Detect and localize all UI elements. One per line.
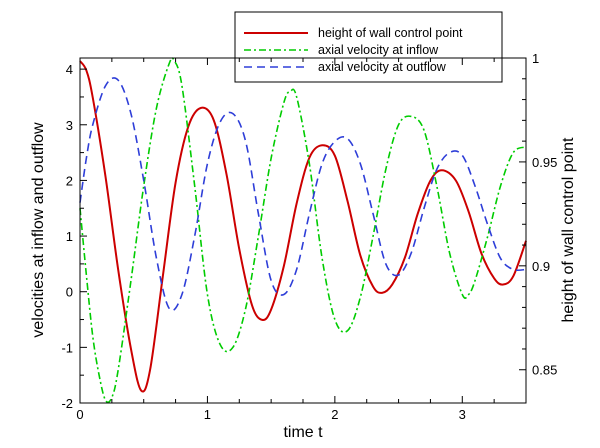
- x-tick-label: 3: [459, 407, 466, 422]
- x-axis-label: time t: [283, 424, 323, 441]
- y-left-tick-label: 0: [66, 285, 73, 300]
- y-axis-left: -2 -1 0 1 2 3 4: [61, 62, 87, 411]
- x-axis: 0 1 2 3: [76, 58, 527, 422]
- x-tick-label: 0: [76, 407, 83, 422]
- y-left-tick-label: 4: [66, 62, 73, 77]
- y-right-tick-label: 0.9: [532, 259, 550, 274]
- legend-label-height: height of wall control point: [318, 26, 463, 40]
- legend-box: [234, 11, 503, 83]
- y-axis-right-label: height of wall control point: [560, 137, 577, 323]
- y-left-tick-label: -2: [61, 396, 73, 411]
- series-axial-velocity-at-outflow: [79, 77, 527, 312]
- legend-label-outflow: axial velocity at outflow: [318, 60, 447, 74]
- plot-area: [79, 57, 527, 404]
- y-axis-right: 0.85 0.9 0.95 1: [519, 51, 557, 378]
- x-tick-label: 1: [204, 407, 211, 422]
- legend-label-inflow: axial velocity at inflow: [318, 43, 439, 57]
- y-left-tick-label: 3: [66, 118, 73, 133]
- y-left-tick-label: 1: [66, 229, 73, 244]
- y-right-tick-label: 0.95: [532, 155, 557, 170]
- y-right-tick-label: 0.85: [532, 363, 557, 378]
- y-left-tick-label: -1: [61, 340, 73, 355]
- y-right-tick-label: 1: [532, 51, 539, 66]
- series-axial-velocity-at-inflow: [79, 57, 527, 404]
- series-height-of-wall-control-point: [79, 60, 527, 393]
- legend: height of wall control point axial veloc…: [234, 11, 503, 83]
- y-axis-left-label: velocities at inflow and outflow: [30, 122, 47, 338]
- x-tick-label: 2: [331, 407, 338, 422]
- y-left-tick-label: 2: [66, 173, 73, 188]
- plot-frame: [79, 57, 527, 404]
